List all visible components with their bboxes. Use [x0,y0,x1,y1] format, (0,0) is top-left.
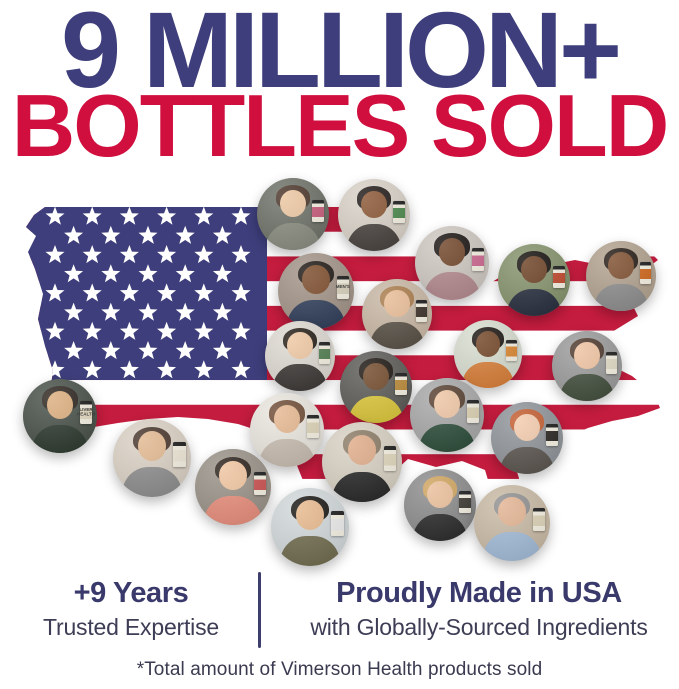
vertical-divider [258,572,261,648]
stat-years-title: +9 Years [73,577,189,609]
stat-made-title: Proudly Made in USA [336,577,622,609]
headline-line2: BOTTLES SOLD [11,76,670,175]
shirt [280,536,340,566]
stat-years-subtitle: Trusted Expertise [43,614,219,640]
stat-made-subtitle: with Globally-Sourced Ingredients [310,614,648,640]
footnote: *Total amount of Vimerson Health product… [136,659,543,680]
shirt [483,532,541,561]
stat-made-in-usa: Proudly Made in USA with Globally-Source… [284,577,674,641]
headline-line1: 9 MILLION+ [60,0,622,110]
stat-years: +9 Years Trusted Expertise [15,577,247,641]
usa-flag-map [26,207,660,507]
flag-stars [45,207,251,379]
